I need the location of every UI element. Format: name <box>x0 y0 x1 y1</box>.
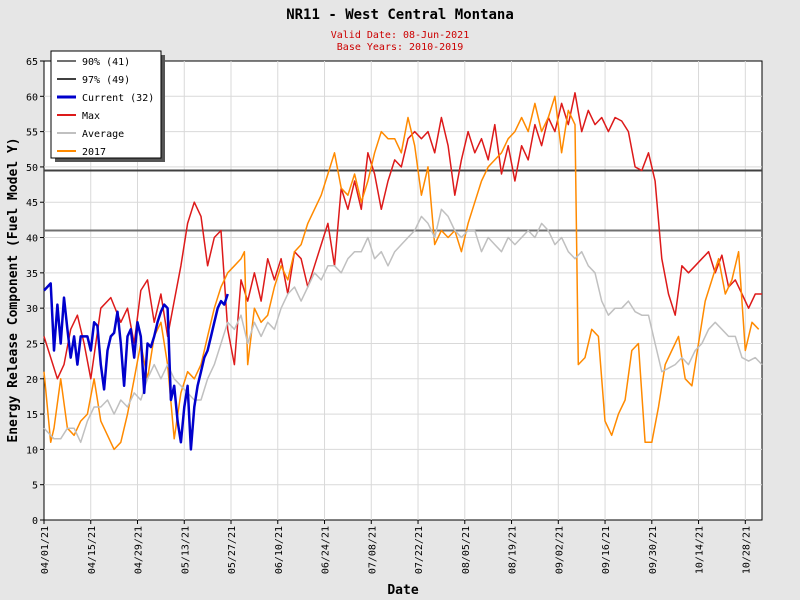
x-tick-label: 04/15/21 <box>87 526 98 574</box>
x-tick-label: 08/19/21 <box>508 526 519 574</box>
y-tick-label: 40 <box>26 234 38 245</box>
series-line <box>43 95 760 451</box>
x-tick-label: 09/16/21 <box>601 526 612 574</box>
legend-label: Average <box>82 129 124 140</box>
y-tick-label: 25 <box>26 339 38 350</box>
legend-label: 2017 <box>82 147 106 158</box>
series-line <box>43 92 762 380</box>
y-tick-label: 10 <box>26 445 38 456</box>
y-tick-label: 0 <box>32 516 38 527</box>
x-tick-label: 10/14/21 <box>695 526 706 574</box>
x-tick-label: 04/29/21 <box>134 526 145 574</box>
x-tick-label: 06/10/21 <box>274 526 285 574</box>
y-axis-ticks: 0 5 10 15 20 25 30 35 40 45 50 55 60 65 <box>26 57 44 527</box>
x-tick-label: 06/24/21 <box>321 526 332 574</box>
series-line <box>43 282 229 451</box>
y-tick-label: 65 <box>26 57 38 68</box>
x-tick-label: 09/30/21 <box>648 526 659 574</box>
x-axis-title: Date <box>387 583 418 598</box>
x-axis-ticks: 04/01/21 04/15/21 04/29/21 05/13/21 05/27/21… <box>40 520 752 574</box>
x-tick-label: 05/13/21 <box>180 526 191 574</box>
y-tick-label: 5 <box>32 481 38 492</box>
chart-subtitle-valid-date: Valid Date: 08-Jun-2021 <box>331 30 469 41</box>
y-tick-label: 50 <box>26 163 38 174</box>
x-tick-label: 08/05/21 <box>461 526 472 574</box>
y-tick-label: 60 <box>26 92 38 103</box>
x-tick-label: 10/28/21 <box>741 526 752 574</box>
x-tick-label: 04/01/21 <box>40 526 51 574</box>
chart-title: NR11 - West Central Montana <box>286 7 514 23</box>
x-tick-label: 07/22/21 <box>414 526 425 574</box>
legend-label: 97% (49) <box>82 75 130 86</box>
x-tick-label: 09/02/21 <box>554 526 565 574</box>
legend-label: Max <box>82 111 100 122</box>
legend-label: Current (32) <box>82 93 154 104</box>
y-tick-label: 15 <box>26 410 38 421</box>
series-lines <box>43 92 763 451</box>
series-line <box>43 208 763 444</box>
legend: 90% (41) 97% (49) Current (32) Max Average 20… <box>50 50 165 162</box>
y-tick-label: 55 <box>26 128 38 139</box>
legend-label: 90% (41) <box>82 57 130 68</box>
x-tick-label: 07/08/21 <box>367 526 378 574</box>
y-tick-label: 30 <box>26 304 38 315</box>
x-tick-label: 05/27/21 <box>227 526 238 574</box>
y-tick-label: 35 <box>26 269 38 280</box>
y-tick-label: 20 <box>26 375 38 386</box>
y-tick-label: 45 <box>26 198 38 209</box>
chart-subtitle-base-years: Base Years: 2010-2019 <box>337 42 463 53</box>
legend-box <box>50 50 162 159</box>
y-axis-title: Energy Release Component (Fuel Model Y) <box>6 137 21 442</box>
